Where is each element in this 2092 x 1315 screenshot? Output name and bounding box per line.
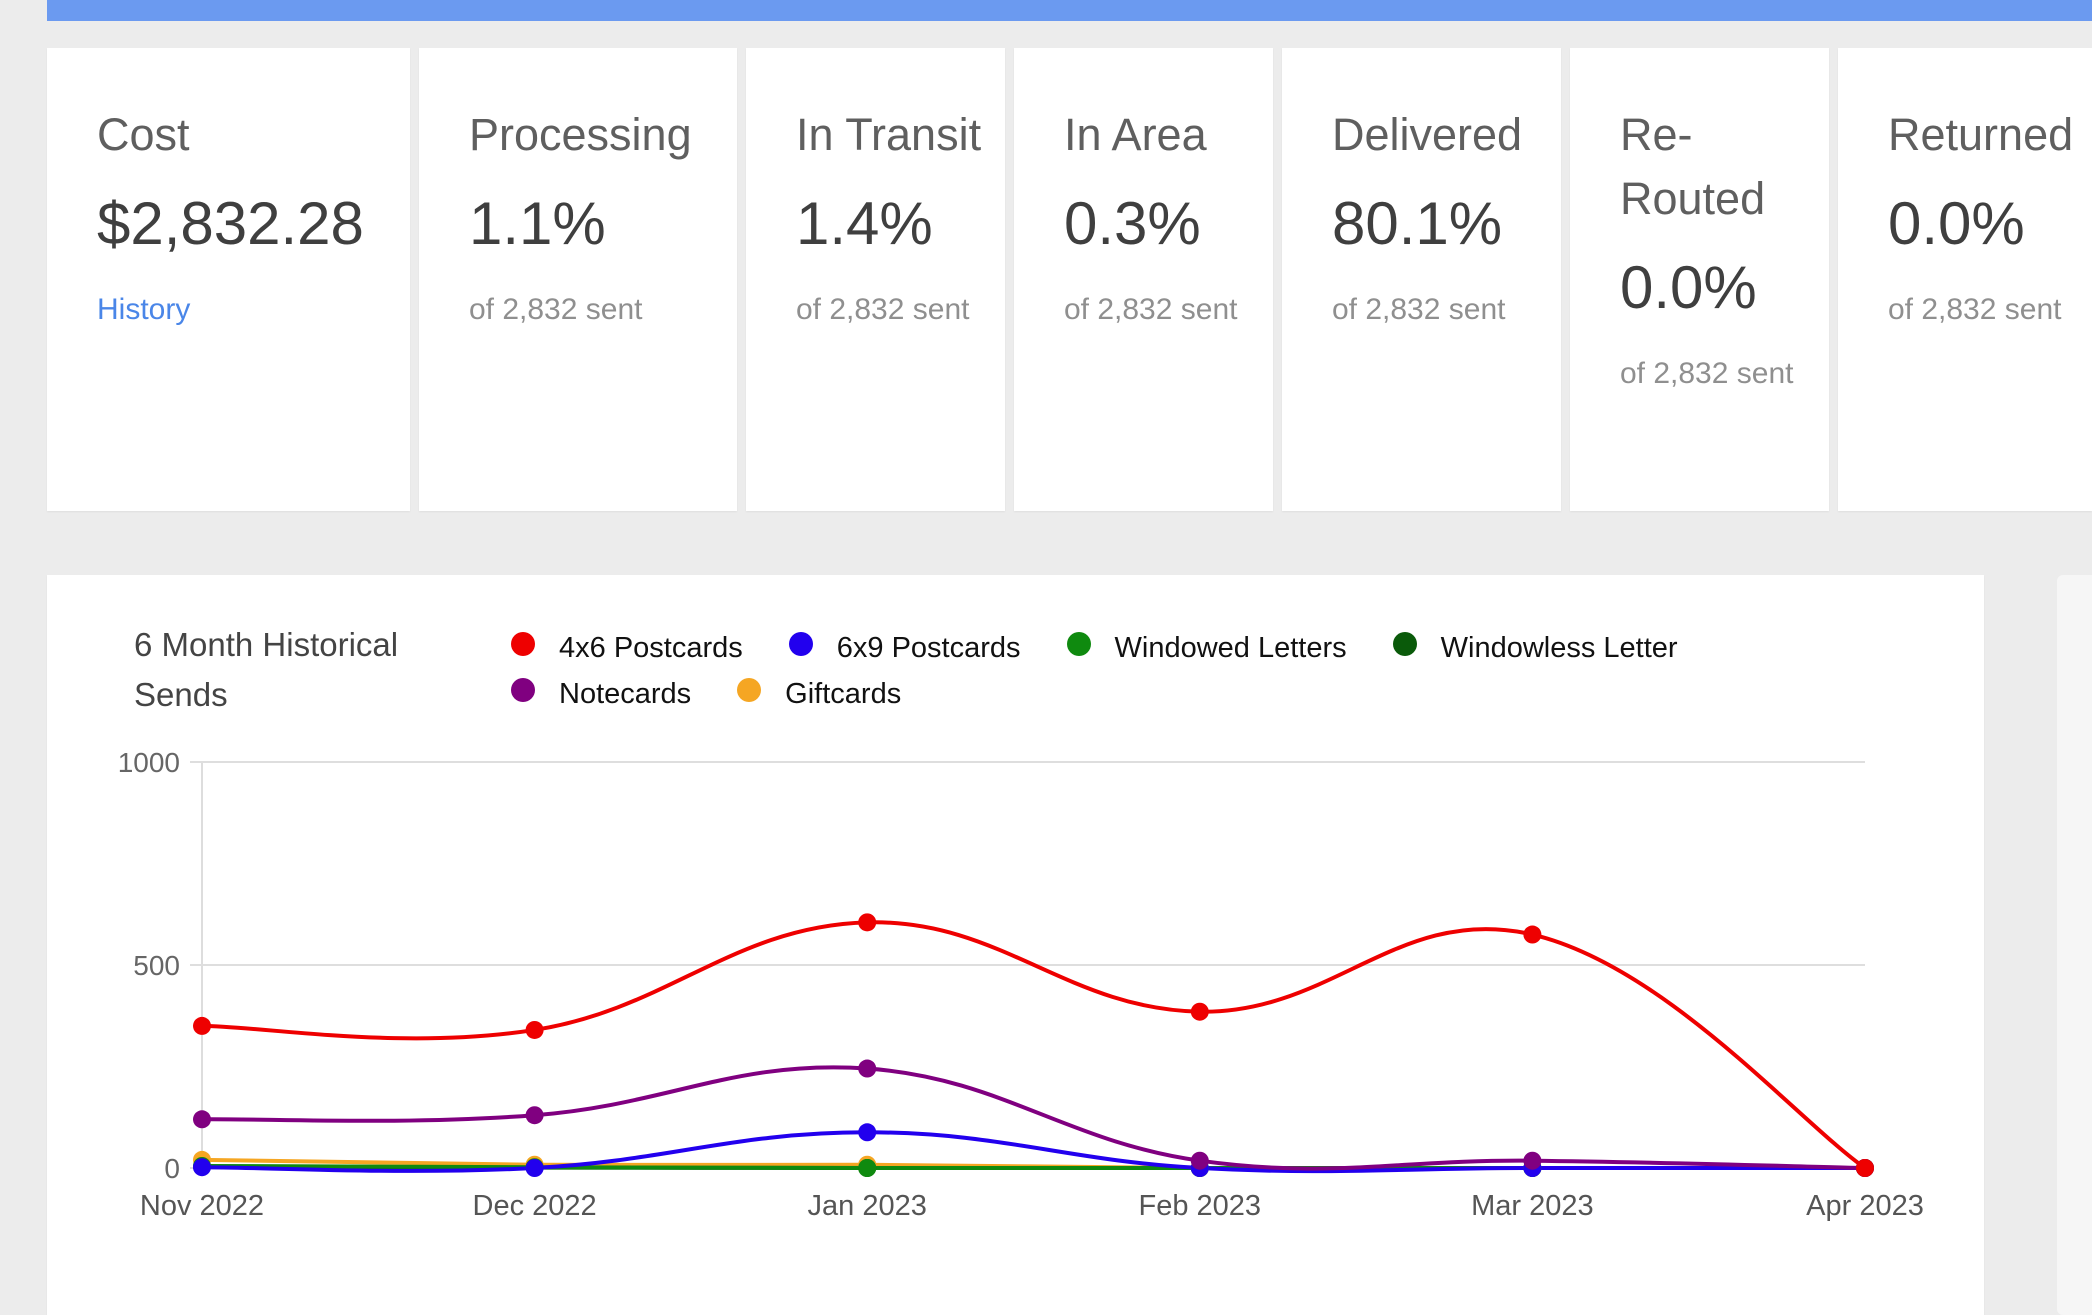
data-point: [858, 1059, 877, 1078]
legend-item[interactable]: Windowed Letters: [1049, 625, 1371, 670]
data-point: [1190, 1002, 1209, 1021]
card-returned: Returned 0.0% of 2,832 sent: [1838, 48, 2092, 511]
card-value: 0.0%: [1888, 190, 2025, 257]
legend-label: Windowed Letters: [1114, 632, 1347, 665]
legend-marker-icon: [511, 677, 535, 702]
series-line: [201, 1065, 1866, 1171]
card-in-area: In Area 0.3% of 2,832 sent: [1014, 48, 1273, 511]
legend-label: Notecards: [559, 677, 692, 710]
card-value: 0.3%: [1064, 190, 1201, 257]
card-rerouted: Re-Routed 0.0% of 2,832 sent: [1570, 48, 1829, 511]
historical-sends-panel: 6 Month Historical Sends 4x6 Postcards 6x…: [47, 575, 1984, 1315]
card-value: 80.1%: [1332, 190, 1503, 257]
card-label: In Area: [1064, 109, 1207, 160]
legend-marker-icon: [1392, 632, 1417, 657]
data-point: [858, 1159, 877, 1177]
card-label: Cost: [97, 109, 190, 160]
series-line: [201, 1130, 1865, 1174]
card-label: Processing: [469, 109, 692, 160]
data-point: [525, 1020, 544, 1039]
card-label: Returned: [1888, 109, 2074, 160]
card-cost: Cost $2,832.28 History: [47, 48, 410, 511]
card-value: $2,832.28: [97, 190, 364, 257]
x-tick-label: Apr 2023: [1806, 1190, 1924, 1222]
card-label: Delivered: [1332, 109, 1523, 160]
data-point: [193, 1110, 211, 1129]
legend-marker-icon: [788, 632, 813, 657]
legend-marker-icon: [737, 677, 762, 702]
card-value: 0.0%: [1620, 254, 1757, 321]
legend-item[interactable]: Notecards: [493, 670, 715, 715]
data-point: [1523, 1151, 1542, 1170]
legend-item[interactable]: Giftcards: [719, 670, 925, 715]
chart-legend: 4x6 Postcards 6x9 Postcards Windowed Lette…: [493, 625, 1813, 716]
legend-label: 4x6 Postcards: [559, 632, 743, 665]
card-value: 1.4%: [796, 190, 933, 257]
data-point: [1523, 925, 1542, 944]
card-subtext: of 2,832 sent: [1888, 293, 2062, 326]
top-accent-bar: [47, 0, 2092, 21]
x-tick-label: Feb 2023: [1139, 1190, 1262, 1222]
chart-title: 6 Month Historical Sends: [134, 626, 399, 713]
data-point: [193, 1016, 211, 1035]
legend-item[interactable]: Windowless Letter: [1375, 625, 1702, 670]
data-point: [525, 1106, 544, 1125]
legend-label: Windowless Letter: [1440, 632, 1678, 665]
data-point: [193, 1158, 211, 1177]
data-point: [1856, 1159, 1874, 1177]
card-in-transit: In Transit 1.4% of 2,832 sent: [746, 48, 1005, 511]
data-point: [858, 1123, 877, 1142]
card-value: 1.1%: [469, 190, 606, 257]
data-point: [525, 1159, 544, 1177]
card-subtext: of 2,832 sent: [796, 293, 970, 326]
y-tick-label: 1000: [118, 747, 180, 778]
legend-marker-icon: [511, 632, 535, 657]
legend-marker-icon: [1066, 632, 1091, 657]
x-tick-label: Mar 2023: [1471, 1190, 1594, 1222]
card-subtext: of 2,832 sent: [1332, 293, 1506, 326]
line-chart: 0 500 1000 Nov 2022 Dec 2022 Jan 2023 Feb 2023…: [118, 747, 1924, 1222]
series-line: [201, 920, 1867, 1170]
card-label: Re-Routed: [1620, 109, 1766, 224]
y-tick-label: 0: [164, 1153, 180, 1184]
card-subtext: of 2,832 sent: [1620, 357, 1794, 390]
card-subtext: of 2,832 sent: [1064, 293, 1238, 326]
card-processing: Processing 1.1% of 2,832 sent: [419, 48, 737, 511]
x-tick-label: Nov 2022: [140, 1190, 264, 1222]
data-point: [858, 913, 877, 932]
x-tick-label: Jan 2023: [808, 1190, 927, 1222]
history-link[interactable]: History: [97, 293, 191, 326]
legend-item[interactable]: 6x9 Postcards: [771, 625, 1045, 670]
y-tick-label: 500: [133, 950, 180, 981]
side-panel: [2057, 575, 2092, 1315]
card-label: In Transit: [796, 109, 982, 160]
legend-item[interactable]: 4x6 Postcards: [493, 625, 767, 670]
x-tick-label: Dec 2022: [473, 1190, 597, 1222]
card-subtext: of 2,832 sent: [469, 293, 643, 326]
legend-label: Giftcards: [785, 677, 902, 710]
card-delivered: Delivered 80.1% of 2,832 sent: [1282, 48, 1561, 511]
legend-label: 6x9 Postcards: [836, 632, 1021, 665]
data-point: [1190, 1151, 1209, 1170]
